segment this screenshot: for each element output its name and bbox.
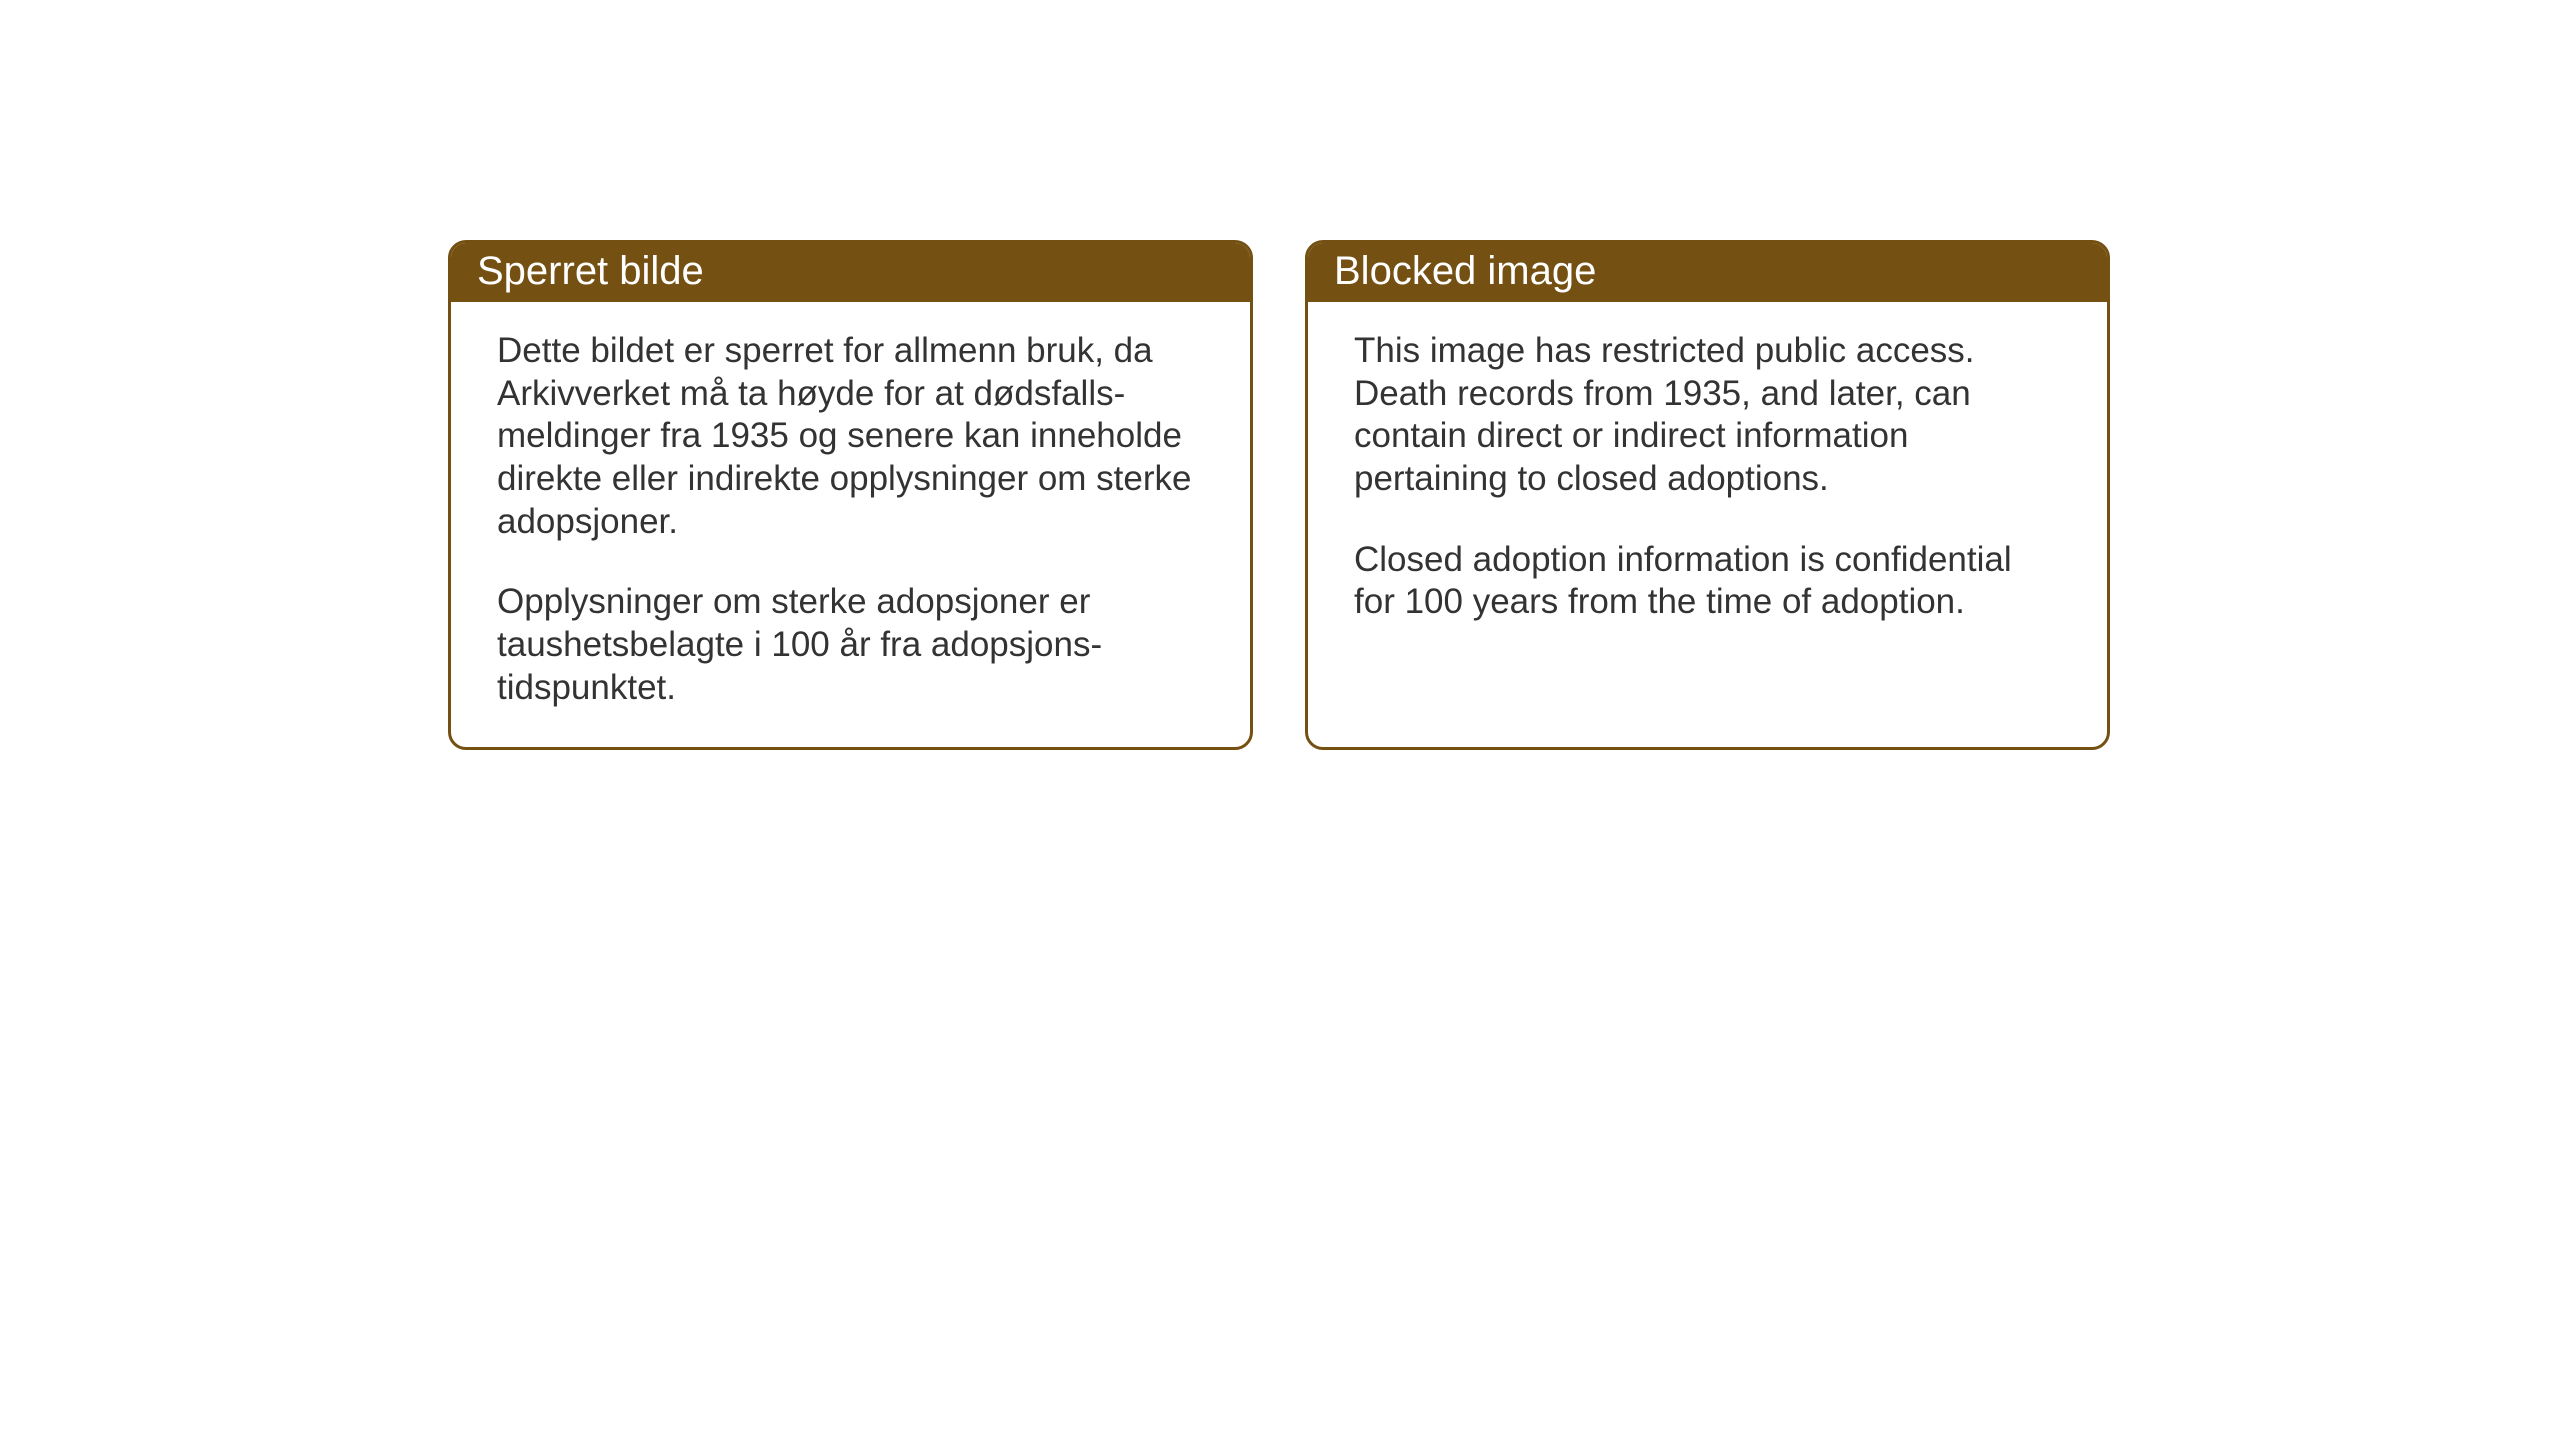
notice-container: Sperret bilde Dette bildet er sperret fo… [448, 240, 2110, 750]
notice-card-english: Blocked image This image has restricted … [1305, 240, 2110, 750]
notice-card-norwegian: Sperret bilde Dette bildet er sperret fo… [448, 240, 1253, 750]
notice-header-english: Blocked image [1308, 243, 2107, 302]
notice-paragraph: Dette bildet er sperret for allmenn bruk… [497, 330, 1204, 543]
notice-paragraph: Opplysninger om sterke adopsjoner er tau… [497, 581, 1204, 709]
notice-body-english: This image has restricted public access.… [1308, 302, 2107, 660]
notice-body-norwegian: Dette bildet er sperret for allmenn bruk… [451, 302, 1250, 746]
notice-paragraph: This image has restricted public access.… [1354, 330, 2061, 501]
notice-header-norwegian: Sperret bilde [451, 243, 1250, 302]
notice-paragraph: Closed adoption information is confident… [1354, 539, 2061, 624]
